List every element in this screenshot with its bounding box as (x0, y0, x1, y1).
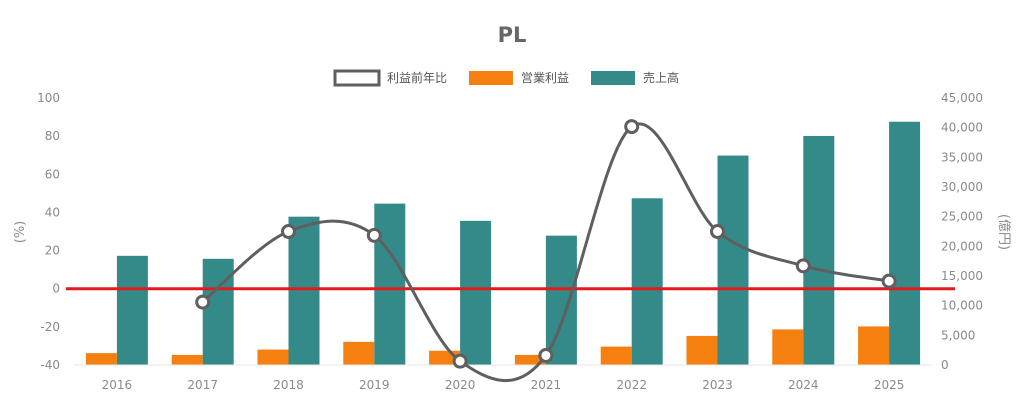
point-profit-yoy-2021 (538, 347, 554, 363)
y-left-tick-label: 80 (45, 129, 60, 143)
legend-swatch-profit-yoy (333, 69, 381, 87)
y-left-tick-label: 40 (45, 205, 60, 219)
y-axis-left-title: (%) (13, 221, 28, 244)
line-series (195, 119, 897, 383)
y-left-tick-label: -20 (40, 320, 60, 334)
bar-sales-2019 (374, 203, 406, 365)
y-left-tick-label: 20 (45, 244, 60, 258)
bar-operating-profit-2023 (686, 335, 718, 365)
legend: 利益前年比 営業利益 売上高 (333, 69, 679, 87)
y-right-tick-label: 45,000 (941, 91, 983, 105)
bar-sales-2025 (889, 121, 921, 365)
y-right-tick-label: 10,000 (941, 299, 983, 313)
chart-title: PL (498, 23, 527, 47)
bar-operating-profit-2019 (343, 341, 375, 365)
point-profit-yoy-2023 (710, 224, 725, 239)
x-tick-label: 2024 (788, 378, 819, 392)
x-tick-label: 2025 (874, 378, 905, 392)
point-profit-yoy-2019 (366, 227, 382, 243)
y-right-tick-label: 0 (941, 358, 949, 372)
y-left-tick-label: 60 (45, 167, 60, 181)
y-right-tick-label: 20,000 (941, 239, 983, 253)
bar-operating-profit-2016 (85, 353, 117, 365)
bar-sales-2022 (631, 198, 663, 365)
point-profit-yoy-2025 (881, 273, 897, 289)
x-axis-ticks: 2016 2017 2018 2019 2020 2021 2022 2023 2024 2025 (102, 378, 905, 392)
y-axis-left-ticks: 100 80 60 40 20 0 -20 -40 (37, 91, 60, 372)
y-right-tick-label: 40,000 (941, 121, 983, 135)
bar-operating-profit-2018 (257, 349, 289, 365)
legend-label-profit-yoy: 利益前年比 (387, 70, 447, 85)
x-tick-label: 2018 (273, 378, 304, 392)
y-left-tick-label: 100 (37, 91, 60, 105)
bar-sales-2021 (545, 235, 577, 365)
y-left-tick-label: 0 (52, 282, 60, 296)
x-tick-label: 2021 (531, 378, 562, 392)
y-right-tick-label: 25,000 (941, 210, 983, 224)
point-profit-yoy-2018 (281, 224, 296, 239)
x-tick-label: 2019 (359, 378, 390, 392)
bar-operating-profit-2017 (171, 354, 203, 365)
bar-sales-2020 (460, 220, 492, 365)
y-left-tick-label: -40 (40, 358, 60, 372)
legend-swatch-operating-profit (469, 71, 513, 85)
bar-operating-profit-2022 (600, 346, 632, 365)
bar-sales-2016 (116, 255, 148, 365)
bar-operating-profit-2021 (514, 354, 546, 365)
y-axis-right-title: (億円) (996, 214, 1012, 250)
bar-operating-profit-2025 (858, 326, 890, 365)
legend-item-operating-profit[interactable]: 営業利益 (469, 71, 569, 85)
legend-label-operating-profit: 営業利益 (521, 71, 569, 85)
legend-item-sales[interactable]: 売上高 (591, 70, 679, 85)
x-tick-label: 2020 (445, 378, 476, 392)
point-profit-yoy-2017 (195, 294, 211, 310)
bar-sales-2023 (717, 155, 749, 365)
point-profit-yoy-2020 (452, 353, 468, 369)
bar-operating-profit-2024 (772, 329, 804, 365)
x-tick-label: 2023 (702, 378, 733, 392)
x-tick-label: 2017 (187, 378, 218, 392)
y-axis-right-ticks: 45,000 40,000 35,000 30,000 25,000 20,000 15,0… (941, 91, 983, 372)
x-tick-label: 2016 (102, 378, 133, 392)
bars (85, 121, 921, 365)
bar-sales-2018 (288, 216, 320, 365)
legend-swatch-sales (591, 71, 635, 85)
bar-sales-2017 (202, 258, 234, 365)
legend-label-sales: 売上高 (643, 70, 679, 85)
y-right-tick-label: 15,000 (941, 269, 983, 283)
line-profit-yoy (201, 122, 890, 383)
y-right-tick-label: 30,000 (941, 180, 983, 194)
point-profit-yoy-2022 (624, 119, 640, 135)
x-tick-label: 2022 (616, 378, 647, 392)
bar-sales-2024 (803, 135, 835, 365)
y-right-tick-label: 5,000 (941, 328, 975, 342)
y-right-tick-label: 35,000 (941, 150, 983, 164)
legend-item-profit-yoy[interactable]: 利益前年比 (333, 69, 447, 87)
point-profit-yoy-2024 (795, 258, 811, 274)
